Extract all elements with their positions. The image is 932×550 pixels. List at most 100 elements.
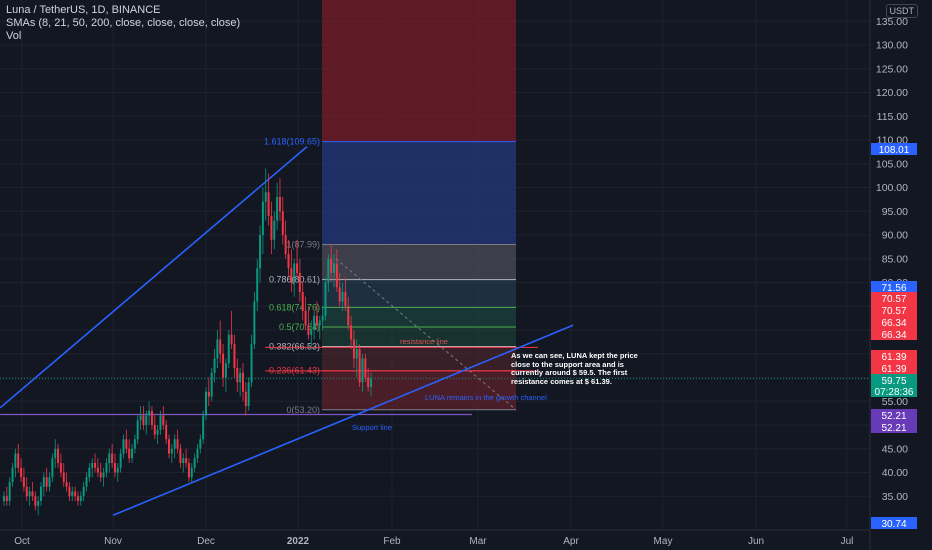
price-tick-label: 40.00	[882, 467, 908, 479]
candle-body	[355, 349, 358, 359]
candle-body	[219, 339, 222, 354]
price-tick-label: 125.00	[876, 63, 908, 75]
fib-level-label: 0.5(70.64)	[279, 322, 320, 332]
candle-body	[227, 334, 230, 364]
price-tick-label: 45.00	[882, 443, 908, 455]
resistance-label: resistance line	[400, 337, 448, 346]
candle-body	[111, 453, 114, 463]
candle-body	[153, 425, 156, 435]
candle-body	[37, 501, 40, 506]
candle-body	[54, 448, 57, 459]
candle-body	[236, 368, 239, 383]
candle-body	[148, 410, 151, 416]
candle-body	[213, 358, 216, 373]
fib-level-label: 0.618(74.76)	[269, 302, 320, 312]
fib-zone	[322, 346, 516, 371]
price-tick-label: 120.00	[876, 87, 908, 99]
time-tick-label: Oct	[14, 536, 30, 547]
fib-level-label: 1(87.99)	[286, 240, 320, 250]
candle-body	[284, 235, 287, 254]
fib-zone	[322, 244, 516, 280]
candle-body	[313, 315, 316, 330]
fib-zone	[322, 326, 516, 347]
price-badge-label: 70.57	[881, 306, 906, 317]
candle-body	[176, 439, 179, 449]
candle-body	[162, 415, 165, 425]
candle-body	[25, 486, 28, 497]
candle-body	[156, 429, 159, 435]
target-zone	[322, 141, 516, 245]
candle-body	[298, 273, 301, 292]
candle-body	[239, 372, 242, 383]
time-tick-label: Jul	[841, 536, 854, 547]
candle-body	[59, 463, 62, 473]
candle-body	[318, 320, 321, 326]
price-badge	[871, 281, 917, 293]
candle-body	[179, 448, 182, 463]
candle-body	[344, 292, 347, 307]
candle-body	[102, 472, 105, 478]
candle-body	[17, 453, 20, 468]
price-badge	[871, 517, 917, 529]
price-badge-label: 61.39	[881, 364, 906, 375]
candle-body	[136, 420, 139, 440]
currency-label[interactable]: USDT	[885, 4, 918, 18]
candle-body	[79, 496, 82, 501]
candle-body	[5, 496, 8, 501]
candle-body	[310, 330, 313, 335]
fib-level-label: 0(53.20)	[286, 405, 320, 415]
price-badge-label: 52.21	[881, 423, 906, 434]
candle-body	[42, 477, 45, 487]
candle-body	[74, 491, 77, 497]
candle-body	[301, 292, 304, 311]
candle-body	[139, 415, 142, 421]
candle-body	[370, 378, 373, 387]
candle-body	[244, 391, 247, 406]
candle-body	[45, 477, 48, 487]
candle-body	[125, 439, 128, 449]
candle-body	[133, 439, 136, 449]
price-badge-label: 30.74	[881, 519, 906, 530]
volume-legend: Vol	[6, 30, 22, 42]
price-badge-label: 07:28:36	[875, 387, 914, 398]
candle-body	[105, 463, 108, 473]
price-tick-label: 85.00	[882, 253, 908, 265]
candle-body	[259, 235, 262, 269]
candle-body	[193, 458, 196, 468]
support-label: Support line	[352, 423, 393, 432]
candle-body	[182, 458, 185, 463]
time-tick-label: Nov	[104, 536, 122, 547]
candle-body	[224, 363, 227, 378]
candle-body	[338, 287, 341, 302]
candle-body	[131, 448, 134, 459]
channel-upper-line	[0, 146, 308, 409]
price-badge-label: 70.57	[881, 294, 906, 305]
candle-body	[333, 263, 336, 273]
price-badge	[871, 304, 917, 316]
candle-body	[65, 482, 68, 487]
price-badge	[871, 385, 917, 397]
price-badge	[871, 328, 917, 340]
candle-body	[122, 439, 125, 454]
candle-body	[108, 453, 111, 463]
candle-body	[230, 334, 233, 345]
candle-body	[307, 325, 310, 335]
time-tick-label: Jun	[748, 536, 764, 547]
candle-body	[361, 358, 364, 383]
candle-body	[264, 192, 267, 202]
price-badge-label: 66.34	[881, 330, 906, 341]
candle-body	[11, 467, 14, 482]
candle-body	[341, 292, 344, 302]
candle-body	[88, 467, 91, 478]
time-tick-label: Apr	[563, 536, 579, 547]
channel-label: LUNA remains in the growth channel	[425, 393, 547, 402]
candle-body	[216, 339, 219, 359]
price-badge-label: 52.21	[881, 411, 906, 422]
candle-body	[94, 463, 97, 468]
price-tick-label: 95.00	[882, 206, 908, 218]
candle-body	[367, 377, 370, 387]
candle-body	[170, 448, 173, 454]
candle-body	[20, 467, 23, 478]
candle-body	[290, 268, 293, 283]
